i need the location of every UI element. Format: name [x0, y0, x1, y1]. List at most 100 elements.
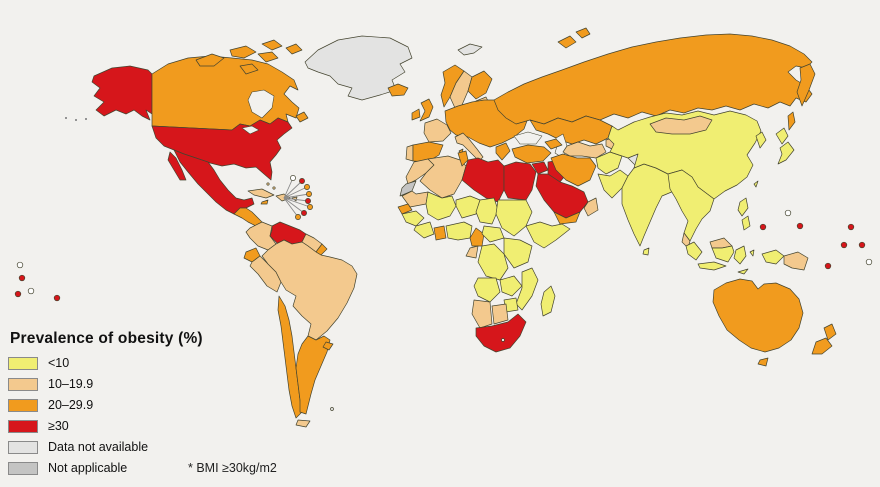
- legend-item: Data not available: [8, 440, 238, 454]
- region-korea: [755, 131, 767, 149]
- region-canada-arctic: [285, 43, 303, 55]
- callout-line: [283, 197, 309, 202]
- legend-label: 20–29.9: [48, 398, 94, 412]
- legend-label: 10–19.9: [48, 377, 94, 391]
- region-canada-arctic: [229, 45, 257, 59]
- region-canada-arctic: [195, 53, 225, 67]
- caribbean-island-dot: [299, 178, 305, 184]
- region-libya: [461, 157, 505, 203]
- region-svalbard: [457, 43, 483, 56]
- aleutian-islands: [65, 117, 67, 119]
- legend-swatch-gte30: [8, 419, 38, 433]
- region-central-african-republic: [481, 225, 505, 243]
- region-cameroon: [469, 227, 485, 247]
- region-falklands: [330, 407, 334, 411]
- region-sulawesi: [733, 245, 747, 265]
- region-senegal: [397, 203, 413, 215]
- region-moluccas: [749, 249, 755, 257]
- island-dot: [14, 290, 22, 298]
- island-dot: [759, 223, 767, 231]
- region-egypt: [503, 161, 537, 201]
- region-new-zealand-south: [811, 337, 833, 355]
- region-niger: [455, 195, 481, 219]
- region-tasmania: [757, 357, 769, 367]
- region-sakhalin: [787, 111, 796, 131]
- legend-swatch-lt10: [8, 356, 38, 370]
- region-kenya-tanzania: [503, 237, 533, 269]
- callout-line: [283, 177, 294, 199]
- caribbean-island-dot: [295, 214, 301, 220]
- region-oman: [583, 197, 599, 217]
- region-philippines: [741, 215, 751, 231]
- region-gabon: [465, 245, 479, 259]
- region-ghana: [433, 225, 447, 241]
- legend-label: <10: [48, 356, 70, 370]
- region-brazil: [261, 239, 358, 341]
- region-zambia: [499, 275, 523, 297]
- island-dot: [840, 241, 848, 249]
- region-iran: [550, 153, 597, 187]
- region-kamchatka: [796, 63, 816, 107]
- legend: Prevalence of obesity (%) <10 10–19.9 20…: [8, 330, 238, 482]
- island-dot: [53, 294, 61, 302]
- region-chad: [475, 197, 499, 225]
- region-mexico: [173, 149, 255, 215]
- region-yemen: [553, 211, 581, 225]
- legend-item: ≥30: [8, 419, 238, 433]
- region-turkey: [511, 144, 552, 164]
- region-namibia: [471, 299, 493, 329]
- caribbean-island-dot: [306, 191, 312, 197]
- island-dot: [16, 261, 24, 269]
- region-papua-new-guinea: [783, 251, 809, 271]
- legend-item: Not applicable: [8, 461, 238, 475]
- island-dot: [858, 241, 866, 249]
- region-greenland: [304, 35, 413, 101]
- region-algeria: [419, 155, 467, 199]
- region-greece: [495, 142, 511, 161]
- region-lesotho: [501, 338, 505, 342]
- region-bahamas: [266, 182, 270, 186]
- region-tierra-del-fuego: [295, 419, 311, 428]
- legend-label: Data not available: [48, 440, 149, 454]
- island-dot: [847, 223, 855, 231]
- region-madagascar: [540, 285, 556, 317]
- region-bahamas: [272, 186, 276, 190]
- region-angola: [473, 277, 501, 303]
- callout-line: [283, 197, 305, 214]
- caribbean-island-dot: [290, 175, 296, 181]
- region-uk: [419, 98, 434, 122]
- region-jamaica: [260, 199, 269, 205]
- bmi-footnote: * BMI ≥30kg/m2: [188, 461, 277, 475]
- region-canada-arctic: [239, 63, 259, 75]
- island-dot: [865, 258, 873, 266]
- legend-swatch-no-data: [8, 440, 38, 454]
- region-russia: [493, 33, 813, 125]
- legend-swatch-10-19: [8, 377, 38, 391]
- region-canada-arctic: [257, 51, 279, 63]
- legend-label: ≥30: [48, 419, 69, 433]
- aleutian-islands: [75, 119, 77, 121]
- region-baja-california: [167, 151, 187, 181]
- callout-line: [283, 197, 311, 208]
- region-sudan: [495, 199, 533, 237]
- region-indochina: [667, 169, 715, 242]
- region-uruguay: [322, 341, 334, 351]
- region-taiwan: [753, 180, 759, 188]
- legend-swatch-not-applicable: [8, 461, 38, 475]
- region-chile: [277, 295, 303, 419]
- region-japan: [775, 127, 789, 145]
- island-dot: [27, 287, 35, 295]
- callout-line: [283, 197, 299, 218]
- region-sumatra: [685, 241, 703, 261]
- region-portugal: [405, 144, 414, 162]
- island-dot: [784, 209, 792, 217]
- region-new-zealand-north: [823, 323, 837, 341]
- legend-swatch-20-29: [8, 398, 38, 412]
- region-cuba: [247, 188, 275, 199]
- callout-line: [283, 186, 308, 199]
- region-western-sahara: [399, 180, 417, 197]
- legend-title: Prevalence of obesity (%): [10, 330, 203, 347]
- region-saudi-arabia: [535, 173, 589, 219]
- region-novaya-zemlya: [575, 27, 591, 39]
- region-south-africa: [475, 313, 527, 353]
